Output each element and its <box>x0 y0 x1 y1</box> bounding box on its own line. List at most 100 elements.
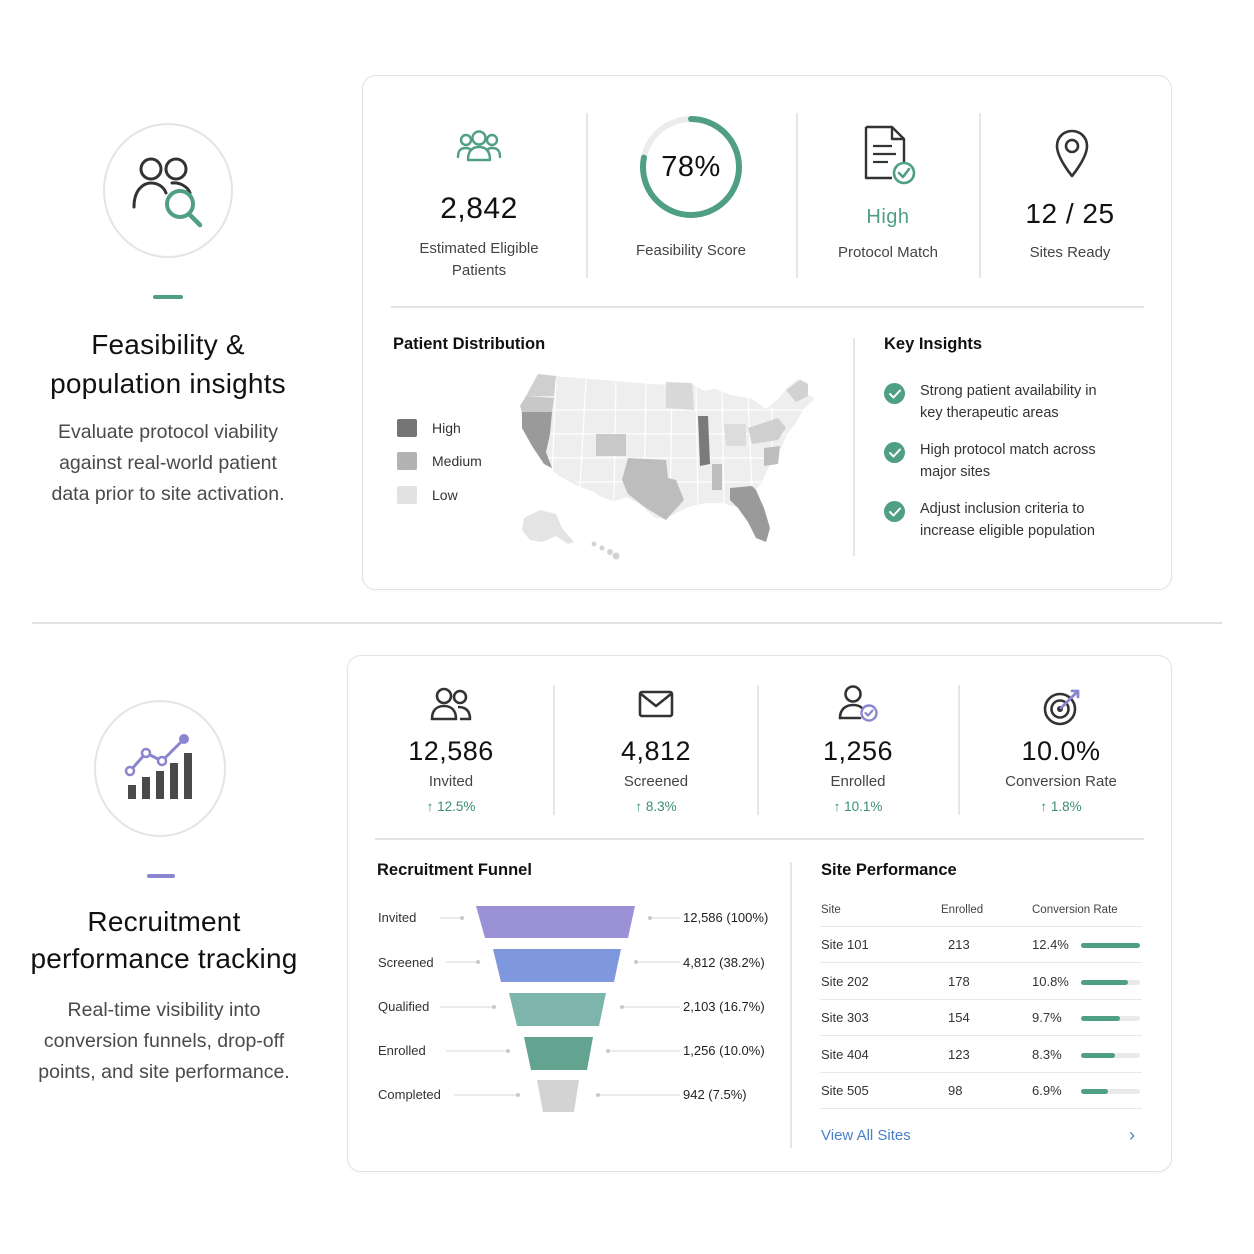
invited-label: Invited <box>428 773 474 790</box>
stat-divider <box>979 113 981 278</box>
recruitment-card-divider <box>375 838 1144 840</box>
funnel-label-qualified: Qualified <box>378 999 430 1014</box>
invited-delta: ↑ 12.5% <box>426 799 476 814</box>
screened-delta: ↑ 8.3% <box>635 799 677 814</box>
funnel-label-screened: Screened <box>378 955 434 970</box>
users-group-icon <box>456 130 502 162</box>
site-rate-bar-fill <box>1081 980 1129 985</box>
feasibility-score-value: 78% <box>661 151 721 183</box>
funnel-stage-completed <box>537 1080 579 1112</box>
us-map-icon <box>519 373 818 560</box>
legend-swatch-medium <box>397 452 417 470</box>
recruitment-funnel-chart <box>440 906 680 1112</box>
legend-swatch-high <box>397 419 417 437</box>
conversion-rate-label: Conversion Rate <box>1005 773 1117 790</box>
recruitment-accent-dash <box>147 874 175 878</box>
protocol-match-value: High <box>866 206 910 228</box>
site-rate-bar <box>1081 1053 1140 1058</box>
site-enrolled: 178 <box>948 974 970 989</box>
screened-value: 4,812 <box>620 736 692 766</box>
document-check-icon <box>864 125 916 185</box>
feasibility-accent-dash <box>153 295 183 299</box>
site-rate: 10.8% <box>1032 974 1069 989</box>
site-name: Site 505 <box>821 1083 869 1098</box>
stat-divider <box>586 113 588 278</box>
invited-value: 12,586 <box>408 736 494 766</box>
funnel-value-enrolled: 1,256 (10.0%) <box>683 1043 765 1058</box>
chevron-right-icon[interactable]: › <box>1129 1125 1135 1145</box>
site-rate: 12.4% <box>1032 937 1069 952</box>
key-insights-title: Key Insights <box>884 335 983 353</box>
people-search-icon <box>132 157 203 227</box>
table-row-line <box>820 962 1142 963</box>
conversion-rate-value: 10.0% <box>1021 736 1101 766</box>
recruitment-intro-icon-circle <box>94 700 226 837</box>
enrolled-value: 1,256 <box>822 736 894 766</box>
insight-check-icon <box>884 442 905 463</box>
view-all-sites-link[interactable]: View All Sites <box>821 1127 911 1144</box>
site-name: Site 202 <box>821 974 869 989</box>
funnel-value-completed: 942 (7.5%) <box>683 1087 747 1102</box>
enrolled-label: Enrolled <box>830 773 886 790</box>
funnel-value-invited: 12,586 (100%) <box>683 910 769 925</box>
stat-divider <box>757 685 759 815</box>
site-rate-bar-fill <box>1081 943 1140 948</box>
table-row-line <box>820 999 1142 1000</box>
site-enrolled: 213 <box>948 937 970 952</box>
feasibility-score-label: Feasibility Score <box>635 242 747 259</box>
funnel-value-qualified: 2,103 (16.7%) <box>683 999 765 1014</box>
legend-label-low: Low <box>432 487 458 503</box>
legend-label-medium: Medium <box>432 453 482 469</box>
site-rate-bar <box>1081 943 1140 948</box>
column-header-site: Site <box>821 904 841 916</box>
recruitment-title: Recruitment performance tracking <box>30 906 298 974</box>
column-header-enrolled: Enrolled <box>941 904 984 916</box>
enrolled-delta: ↑ 10.1% <box>833 799 883 814</box>
funnel-stage-qualified <box>509 993 606 1026</box>
legend-swatch-low <box>397 486 417 504</box>
panel-divider <box>790 862 792 1148</box>
site-name: Site 101 <box>821 937 869 952</box>
site-rate: 6.9% <box>1032 1083 1062 1098</box>
funnel-label-invited: Invited <box>378 910 417 925</box>
insight-text: High protocol match across major sites <box>920 442 1096 480</box>
recruitment-description: Real-time visibility into conversion fun… <box>38 999 290 1083</box>
sites-ready-label: Sites Ready <box>1029 244 1111 261</box>
eligible-patients-value: 2,842 <box>440 192 518 225</box>
feasibility-card-divider <box>391 306 1144 308</box>
insight-text: Adjust inclusion criteria to increase el… <box>920 501 1095 539</box>
site-rate: 9.7% <box>1032 1010 1062 1025</box>
table-header-line <box>820 926 1142 927</box>
site-rate-bar <box>1081 1016 1140 1021</box>
feasibility-score-ring <box>640 116 742 218</box>
insight-check-icon <box>884 383 905 404</box>
site-rate-bar-fill <box>1081 1089 1109 1094</box>
site-rate-bar-fill <box>1081 1053 1116 1058</box>
users-icon <box>430 687 472 721</box>
column-header-conversion-rate: Conversion Rate <box>1032 904 1118 916</box>
funnel-label-completed: Completed <box>378 1087 441 1102</box>
mail-icon <box>638 690 674 718</box>
growth-chart-icon <box>124 733 192 799</box>
funnel-stage-invited <box>476 906 635 938</box>
funnel-stage-screened <box>493 949 621 982</box>
site-enrolled: 123 <box>948 1047 970 1062</box>
recruitment-funnel-title: Recruitment Funnel <box>377 861 532 879</box>
site-name: Site 404 <box>821 1047 869 1062</box>
stat-divider <box>796 113 798 278</box>
section-separator <box>32 622 1222 624</box>
conversion-rate-delta: ↑ 1.8% <box>1040 799 1082 814</box>
site-enrolled: 154 <box>948 1010 970 1025</box>
site-rate-bar <box>1081 1089 1140 1094</box>
table-row-line <box>820 1072 1142 1073</box>
stat-divider <box>553 685 555 815</box>
legend-label-high: High <box>432 420 461 436</box>
location-pin-icon <box>1055 129 1089 178</box>
site-enrolled: 98 <box>948 1083 963 1098</box>
panel-divider <box>853 338 855 556</box>
feasibility-intro-icon-circle <box>103 123 233 258</box>
eligible-patients-label: Estimated Eligible Patients <box>419 240 539 279</box>
site-rate-bar <box>1081 980 1140 985</box>
screened-label: Screened <box>623 773 689 790</box>
funnel-value-screened: 4,812 (38.2%) <box>683 955 765 970</box>
